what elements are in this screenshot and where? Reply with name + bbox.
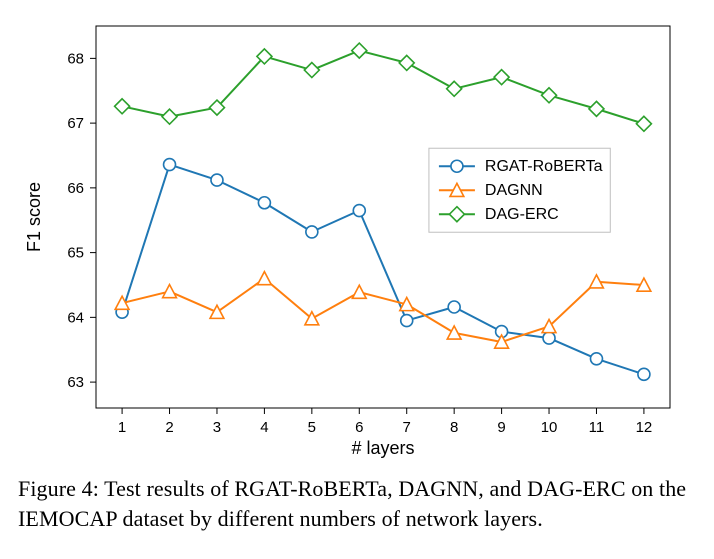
svg-text:8: 8 [450, 419, 458, 436]
chart-svg: 123456789101112636465666768# layersF1 sc… [18, 12, 696, 464]
line-chart: 123456789101112636465666768# layersF1 sc… [18, 12, 696, 464]
svg-text:DAGNN: DAGNN [485, 182, 543, 199]
svg-text:11: 11 [589, 419, 605, 436]
figure-container: 123456789101112636465666768# layersF1 sc… [0, 0, 714, 543]
svg-text:9: 9 [497, 419, 505, 436]
svg-text:12: 12 [636, 419, 653, 436]
svg-text:5: 5 [308, 419, 316, 436]
svg-text:64: 64 [67, 309, 84, 326]
svg-text:RGAT-RoBERTa: RGAT-RoBERTa [485, 158, 603, 175]
svg-text:66: 66 [67, 180, 84, 197]
svg-text:68: 68 [67, 50, 84, 67]
svg-text:DAG-ERC: DAG-ERC [485, 206, 559, 223]
svg-text:10: 10 [541, 419, 558, 436]
svg-text:7: 7 [403, 419, 411, 436]
svg-text:67: 67 [67, 115, 84, 132]
svg-text:63: 63 [67, 374, 84, 391]
svg-text:F1 score: F1 score [24, 182, 44, 252]
svg-text:3: 3 [213, 419, 221, 436]
svg-text:6: 6 [355, 419, 363, 436]
figure-caption: Figure 4: Test results of RGAT-RoBERTa, … [18, 474, 696, 533]
svg-text:1: 1 [118, 419, 126, 436]
svg-text:2: 2 [165, 419, 173, 436]
svg-text:# layers: # layers [351, 438, 414, 458]
svg-text:65: 65 [67, 245, 84, 262]
svg-text:4: 4 [260, 419, 268, 436]
